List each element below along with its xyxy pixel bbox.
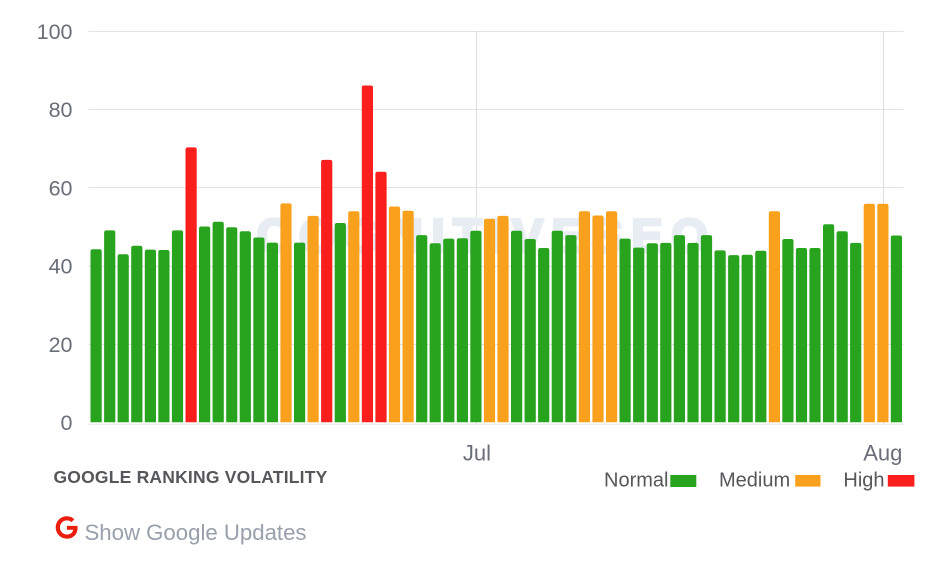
svg-text:Show Google Updates: Show Google Updates: [85, 520, 307, 545]
svg-text:100: 100: [37, 20, 73, 44]
svg-text:80: 80: [49, 98, 73, 122]
svg-text:Jul: Jul: [463, 441, 491, 466]
svg-text:20: 20: [49, 333, 73, 357]
svg-text:Aug: Aug: [863, 441, 902, 466]
svg-text:60: 60: [49, 176, 73, 200]
svg-text:0: 0: [61, 411, 73, 435]
svg-text:40: 40: [49, 255, 73, 279]
svg-text:Medium: Medium: [719, 470, 790, 492]
svg-text:Normal: Normal: [604, 470, 668, 492]
svg-text:GOOGLE RANKING VOLATILITY: GOOGLE RANKING VOLATILITY: [54, 467, 328, 487]
svg-text:High: High: [843, 470, 884, 492]
